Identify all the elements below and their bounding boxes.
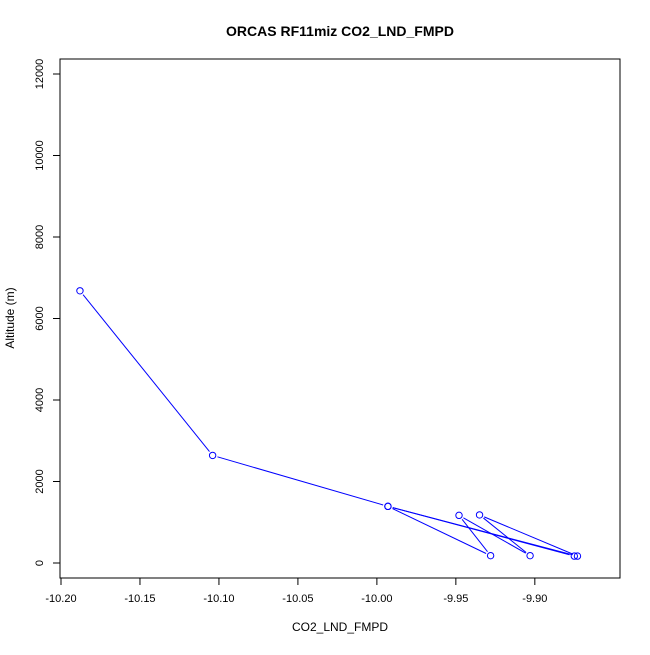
x-axis: -10.20 -10.15 -10.10 -10.05 -10.00 -9.95 -9.90 <box>45 578 547 605</box>
y-tick-label: 2000 <box>34 469 46 493</box>
series-segment <box>392 508 487 554</box>
series-segment <box>392 507 570 556</box>
x-tick-label: -10.05 <box>282 593 313 605</box>
x-tick-label: -9.95 <box>443 593 468 605</box>
chart-title: ORCAS RF11miz CO2_LND_FMPD <box>226 23 454 39</box>
y-axis-label: Altitude (m) <box>3 287 17 348</box>
series-segment <box>82 294 210 452</box>
x-tick-label: -10.10 <box>203 593 234 605</box>
y-axis: 0 2000 4000 6000 8000 10000 12000 <box>34 59 60 566</box>
data-point <box>486 551 495 560</box>
x-tick-label: -10.15 <box>124 593 155 605</box>
x-axis-label: CO2_LND_FMPD <box>292 620 388 634</box>
data-point <box>526 551 534 560</box>
data-point <box>455 511 463 520</box>
series-segment <box>463 517 526 554</box>
data-point <box>384 502 392 511</box>
y-tick-label: 6000 <box>34 306 46 330</box>
x-tick-label: -10.00 <box>361 593 392 605</box>
data-point <box>208 451 217 460</box>
data-point <box>570 552 579 560</box>
x-tick-label: -9.90 <box>522 593 547 605</box>
y-tick-label: 12000 <box>34 59 46 90</box>
data-point <box>76 287 84 295</box>
y-tick-label: 0 <box>34 560 46 566</box>
series-segment <box>461 518 488 553</box>
series-layer <box>76 287 582 560</box>
series-segment <box>217 456 384 506</box>
series-segment <box>483 517 527 553</box>
x-tick-label: -10.20 <box>45 593 76 605</box>
data-point <box>573 552 582 560</box>
y-tick-label: 10000 <box>34 140 46 171</box>
data-point <box>475 511 484 519</box>
y-tick-label: 8000 <box>34 225 46 249</box>
series-segment <box>483 516 574 555</box>
y-tick-label: 4000 <box>34 388 46 412</box>
